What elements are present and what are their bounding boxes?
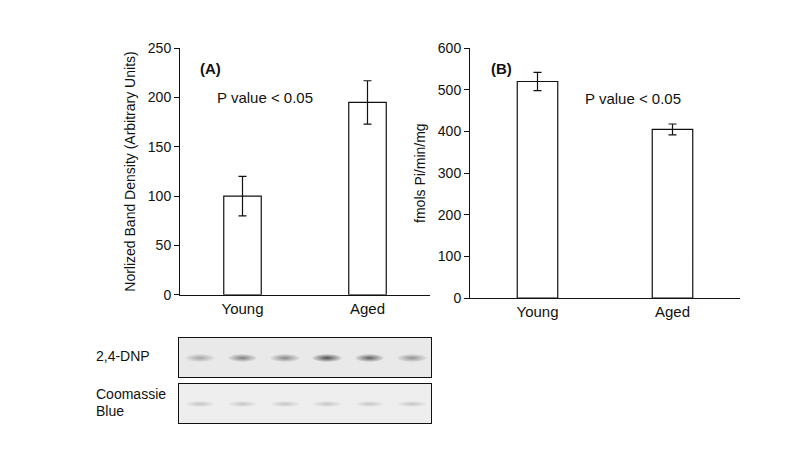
svg-text:fmols Pi/min/mg: fmols Pi/min/mg [412, 123, 428, 223]
svg-text:(B): (B) [491, 60, 512, 77]
svg-text:100: 100 [438, 248, 462, 264]
svg-text:200: 200 [148, 89, 172, 105]
svg-text:Norlized Band Density (Arbitra: Norlized Band Density (Arbitrary Units) [122, 51, 138, 291]
svg-text:100: 100 [148, 188, 172, 204]
html-text:Coomassie Blue: Coomassie Blue [96, 386, 166, 419]
svg-text:250: 250 [148, 40, 172, 56]
svg-text:Young: Young [517, 303, 559, 320]
svg-text:500: 500 [438, 82, 462, 98]
svg-text:200: 200 [438, 207, 462, 223]
svg-text:50: 50 [156, 237, 172, 253]
svg-text:600: 600 [438, 40, 462, 56]
svg-text:0: 0 [453, 290, 461, 306]
svg-text:Young: Young [222, 300, 264, 317]
svg-text:P value < 0.05: P value < 0.05 [217, 89, 313, 106]
svg-text:400: 400 [438, 123, 462, 139]
svg-text:0: 0 [163, 287, 171, 303]
html-text:2,4-DNP: 2,4-DNP [96, 348, 150, 364]
svg-text:P value < 0.05: P value < 0.05 [585, 90, 681, 107]
svg-text:150: 150 [148, 139, 172, 155]
svg-text:Aged: Aged [655, 303, 690, 320]
svg-text:300: 300 [438, 165, 462, 181]
svg-text:(A): (A) [200, 60, 221, 77]
svg-text:Aged: Aged [350, 300, 385, 317]
